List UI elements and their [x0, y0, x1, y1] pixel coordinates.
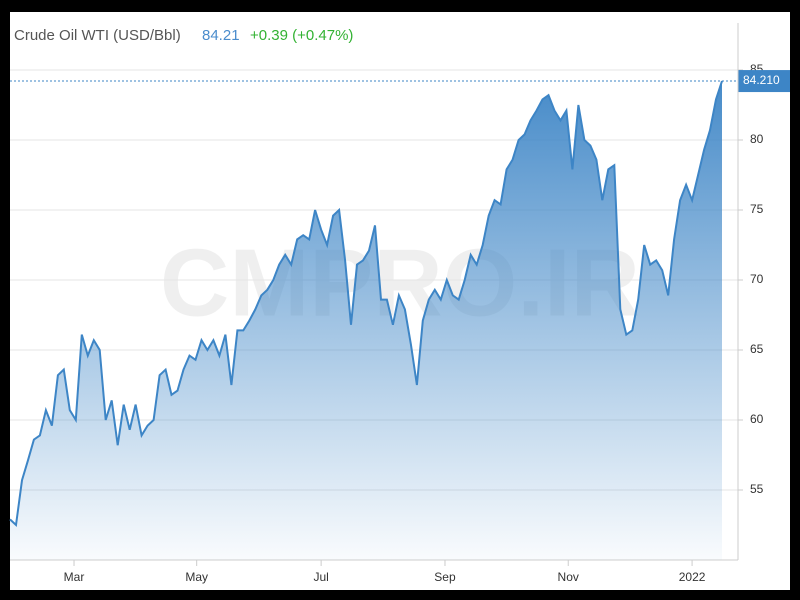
price: 84.21	[202, 27, 240, 44]
y-tick-label: 60	[750, 412, 764, 426]
y-tick-label: 70	[750, 272, 764, 286]
x-tick-label: Sep	[434, 570, 456, 584]
last-value-label: 84.210	[743, 73, 780, 87]
y-tick-label: 65	[750, 342, 764, 356]
x-tick-label: Mar	[64, 570, 85, 584]
x-tick-label: Nov	[558, 570, 579, 584]
x-tick-label: Jul	[313, 570, 328, 584]
line	[9, 80, 723, 528]
x-tick-label: 2022	[679, 570, 706, 584]
last-value-box	[738, 70, 790, 93]
chart-title: Crude Oil WTI (USD/Bbl)	[14, 27, 181, 44]
area	[10, 81, 722, 560]
y-tick-label: 80	[750, 132, 764, 146]
y-tick-label: 55	[750, 482, 764, 496]
x-tick-label: May	[185, 570, 208, 584]
change: +0.39 (+0.47%)	[250, 27, 353, 44]
y-tick-label: 75	[750, 202, 764, 216]
